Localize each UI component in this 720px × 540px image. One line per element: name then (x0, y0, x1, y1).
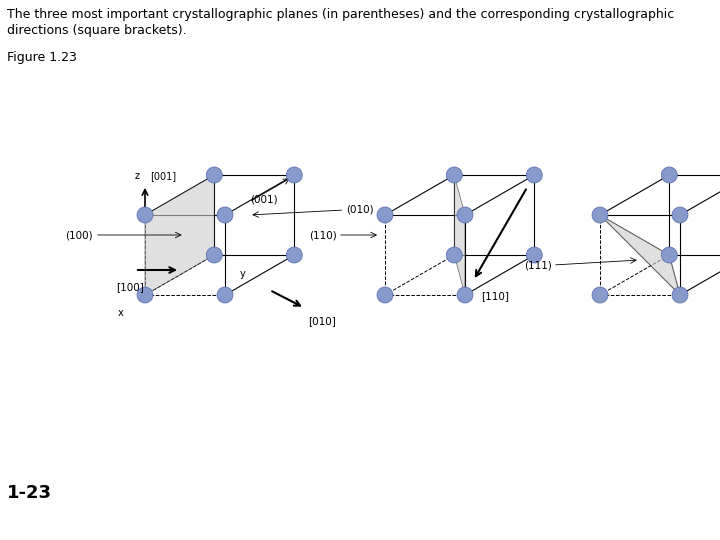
Text: z: z (135, 171, 140, 181)
Circle shape (661, 247, 678, 263)
Circle shape (661, 167, 678, 183)
Text: [001]: [001] (150, 171, 176, 181)
Text: (110): (110) (310, 230, 337, 240)
Circle shape (377, 207, 393, 223)
Circle shape (457, 287, 473, 303)
Circle shape (217, 207, 233, 223)
Circle shape (672, 207, 688, 223)
Circle shape (137, 207, 153, 223)
Circle shape (287, 167, 302, 183)
Text: directions (square brackets).: directions (square brackets). (7, 24, 186, 37)
Polygon shape (454, 175, 465, 295)
Text: [010]: [010] (307, 316, 336, 326)
Circle shape (526, 247, 542, 263)
Circle shape (592, 207, 608, 223)
Circle shape (207, 247, 222, 263)
Circle shape (457, 207, 473, 223)
Text: [110]: [110] (481, 291, 509, 301)
Circle shape (137, 287, 153, 303)
Circle shape (446, 167, 462, 183)
Circle shape (446, 247, 462, 263)
Circle shape (217, 287, 233, 303)
Text: (001): (001) (250, 195, 278, 205)
Text: (111): (111) (524, 260, 552, 270)
Circle shape (207, 167, 222, 183)
Text: Figure 1.23: Figure 1.23 (7, 51, 77, 64)
Polygon shape (145, 175, 215, 295)
Circle shape (377, 287, 393, 303)
Circle shape (287, 247, 302, 263)
Text: The three most important crystallographic planes (in parentheses) and the corres: The three most important crystallographi… (7, 8, 675, 21)
Polygon shape (600, 215, 680, 295)
Text: 1-23: 1-23 (7, 484, 53, 502)
Circle shape (672, 287, 688, 303)
Text: (100): (100) (66, 230, 93, 240)
Text: (010): (010) (346, 205, 374, 215)
Text: [100]: [100] (116, 282, 144, 292)
Circle shape (592, 287, 608, 303)
Circle shape (526, 167, 542, 183)
Text: y: y (239, 269, 245, 279)
Text: x: x (117, 308, 123, 318)
